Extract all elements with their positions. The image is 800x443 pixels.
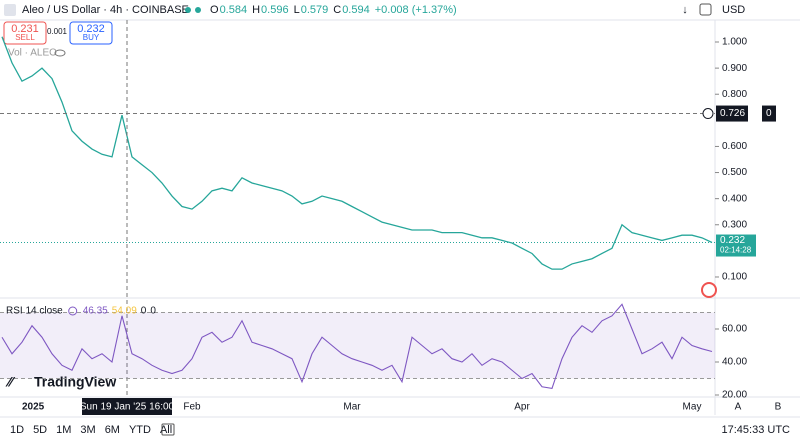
countdown: 02:14:28 [720,246,752,255]
timeframe-button[interactable]: 5D [33,424,47,436]
y-tick-label: 0.600 [722,141,747,152]
spread: 0.001 [47,27,68,36]
rsi-extra: 0 [150,306,156,317]
rsi-settings[interactable] [68,306,78,316]
x-tick-label: Mar [343,402,361,413]
eye-icon[interactable] [54,49,66,57]
ohlc-value: 0.584 [220,4,248,16]
buy-price: 0.232 [77,23,105,35]
ohlc-value: 0.579 [301,4,329,16]
timeframe-button[interactable]: 3M [80,424,95,436]
rsi-extra: 0 [141,306,147,317]
y-tick-label: 0.500 [722,167,747,178]
plot: 1.000 0.900 0.800 0.600 0.500 0.400 0.300 0.100… [0,20,782,415]
currency[interactable]: USD [722,4,745,16]
ohlc-key: C [333,4,341,16]
timeframes: 1D 5D 1M 3M 6M YTD All [10,424,172,436]
fullscreen-icon[interactable] [699,3,712,16]
crosshair-date-tag [82,398,172,415]
event-icon[interactable] [701,282,717,298]
timeframe-button[interactable]: 1D [10,424,24,436]
crosshair-tag [716,105,748,122]
sell-price: 0.231 [11,23,39,35]
y-tick-label: 1.000 [722,37,747,48]
rsi-ma: 54.09 [112,306,137,317]
x-tick-label: 2025 [22,402,45,413]
ohlc-key: L [294,4,300,16]
timeframe-button[interactable]: 6M [105,424,120,436]
y-tick-label: 0.400 [722,193,747,204]
symbol-icon [4,4,16,16]
rsi-tick-label: 60.00 [722,324,747,335]
x-tick-label: Apr [514,402,530,413]
crosshair-price: 0.726 [720,108,745,119]
crosshair-extra-tag [762,105,776,122]
y-tick-label: 0.800 [722,89,747,100]
download-icon[interactable]: ↓ [682,4,688,16]
y-tick-label: 0.100 [722,272,747,283]
price-line [1,36,713,270]
scale-button[interactable]: A [735,402,742,413]
timeframe-button[interactable]: YTD [129,424,151,436]
y-tick-label: 0.900 [722,63,747,74]
calendar-icon[interactable] [161,423,175,436]
y-tick-label: 0.300 [722,219,747,230]
rsi-tick-label: 40.00 [722,357,747,368]
ohlc-key: O [210,4,219,16]
logo-mark: ⁄⁄ [5,374,15,390]
ohlc: O 0.584 H 0.596 L 0.579 C 0.594 +0.008 (+1.37%) [210,4,457,16]
x-tick-label: Feb [183,402,201,413]
crosshair-extra: 0 [766,108,772,119]
x-tick-label: May [683,402,702,413]
rsi-value: 46.35 [83,306,108,317]
sell-label: SELL [15,33,35,42]
rsi-band [0,312,715,379]
add-button[interactable] [702,108,714,120]
last-price: 0.232 [720,235,745,246]
buy-button[interactable] [69,21,113,45]
change: +0.008 (+1.37%) [375,4,457,16]
volume-label: Vol · ALEO [8,48,57,59]
crosshair-date: Sun 19 Jan '25 16:00 [80,402,175,413]
rsi-line [1,303,713,390]
status-dot [195,7,201,13]
scale-button[interactable]: B [775,402,782,413]
timeframe-button[interactable]: All [160,424,172,436]
buy-label: BUY [83,33,100,42]
sell-button[interactable] [3,21,47,45]
ohlc-key: H [252,4,260,16]
rsi-tick-label: 20.00 [722,390,747,401]
logo: TradingView [34,374,116,390]
clock: 17:45:33 UTC [722,424,791,436]
timeframe-button[interactable]: 1M [56,424,71,436]
status-dot [185,7,191,13]
symbol: Aleo / US Dollar · 4h · COINBASE [22,4,189,16]
ohlc-value: 0.596 [261,4,289,16]
rsi-title: RSI 14 close [6,306,63,317]
last-price-tag [716,234,756,257]
ohlc-value: 0.594 [342,4,370,16]
